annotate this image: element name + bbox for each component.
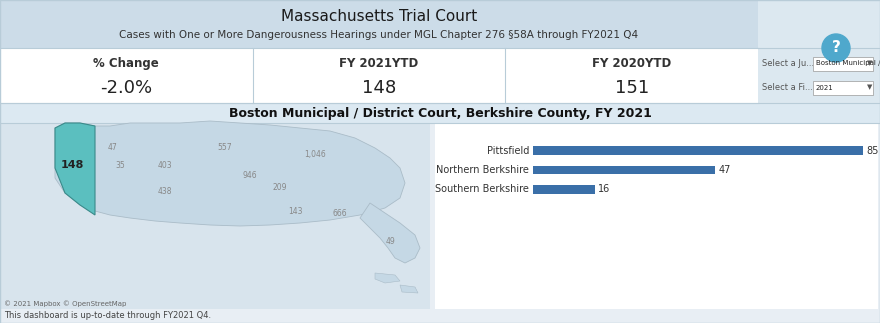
FancyBboxPatch shape: [0, 0, 758, 48]
Text: Cases with One or More Dangerousness Hearings under MGL Chapter 276 §58A through: Cases with One or More Dangerousness Hea…: [120, 30, 639, 39]
Text: 946: 946: [243, 171, 257, 180]
Polygon shape: [55, 121, 405, 226]
Text: % Change: % Change: [93, 57, 159, 70]
Text: Select a Ju...: Select a Ju...: [762, 59, 814, 68]
Text: Boston Municipal / District Court: Boston Municipal / District Court: [816, 60, 880, 67]
Text: 16: 16: [598, 184, 611, 194]
Text: © 2021 Mapbox © OpenStreetMap: © 2021 Mapbox © OpenStreetMap: [4, 300, 127, 307]
Text: 148: 148: [362, 78, 396, 97]
Text: 47: 47: [108, 143, 118, 152]
FancyBboxPatch shape: [758, 48, 880, 103]
FancyBboxPatch shape: [533, 166, 715, 174]
Text: 438: 438: [158, 186, 172, 195]
Text: 151: 151: [614, 78, 649, 97]
Text: 403: 403: [158, 161, 172, 170]
Text: Southern Berkshire: Southern Berkshire: [435, 184, 529, 194]
Text: Massachusetts Trial Court: Massachusetts Trial Court: [281, 9, 477, 24]
Polygon shape: [55, 123, 95, 215]
Text: ▼: ▼: [868, 85, 873, 90]
Text: 143: 143: [288, 206, 302, 215]
Text: 666: 666: [333, 209, 348, 217]
Text: ▼: ▼: [868, 60, 873, 67]
Text: FY 2020YTD: FY 2020YTD: [592, 57, 671, 70]
Polygon shape: [375, 273, 400, 283]
Text: This dashboard is up-to-date through FY2021 Q4.: This dashboard is up-to-date through FY2…: [4, 311, 211, 320]
Text: 148: 148: [61, 160, 84, 170]
Text: ?: ?: [832, 40, 840, 56]
Polygon shape: [400, 285, 418, 293]
Text: -2.0%: -2.0%: [100, 78, 152, 97]
FancyBboxPatch shape: [812, 57, 872, 71]
Text: 209: 209: [273, 183, 287, 193]
FancyBboxPatch shape: [0, 48, 758, 103]
Text: 2021: 2021: [816, 85, 833, 90]
Text: Boston Municipal / District Court, Berkshire County, FY 2021: Boston Municipal / District Court, Berks…: [229, 107, 651, 120]
Text: Select a Fi...: Select a Fi...: [762, 83, 813, 92]
Text: FY 2021YTD: FY 2021YTD: [340, 57, 419, 70]
Text: Northern Berkshire: Northern Berkshire: [436, 165, 529, 175]
Circle shape: [822, 34, 850, 62]
Text: 49: 49: [385, 236, 395, 245]
Text: 47: 47: [718, 165, 731, 175]
FancyBboxPatch shape: [758, 0, 880, 48]
Text: 35: 35: [115, 161, 125, 170]
Text: 1,046: 1,046: [304, 151, 326, 160]
Text: 557: 557: [217, 143, 232, 152]
Polygon shape: [360, 203, 420, 263]
FancyBboxPatch shape: [812, 81, 872, 95]
Text: Pittsfield: Pittsfield: [487, 146, 529, 156]
FancyBboxPatch shape: [0, 123, 430, 309]
FancyBboxPatch shape: [0, 103, 880, 123]
FancyBboxPatch shape: [533, 185, 595, 194]
FancyBboxPatch shape: [533, 146, 863, 155]
FancyBboxPatch shape: [435, 123, 878, 309]
Text: 85: 85: [866, 146, 878, 156]
